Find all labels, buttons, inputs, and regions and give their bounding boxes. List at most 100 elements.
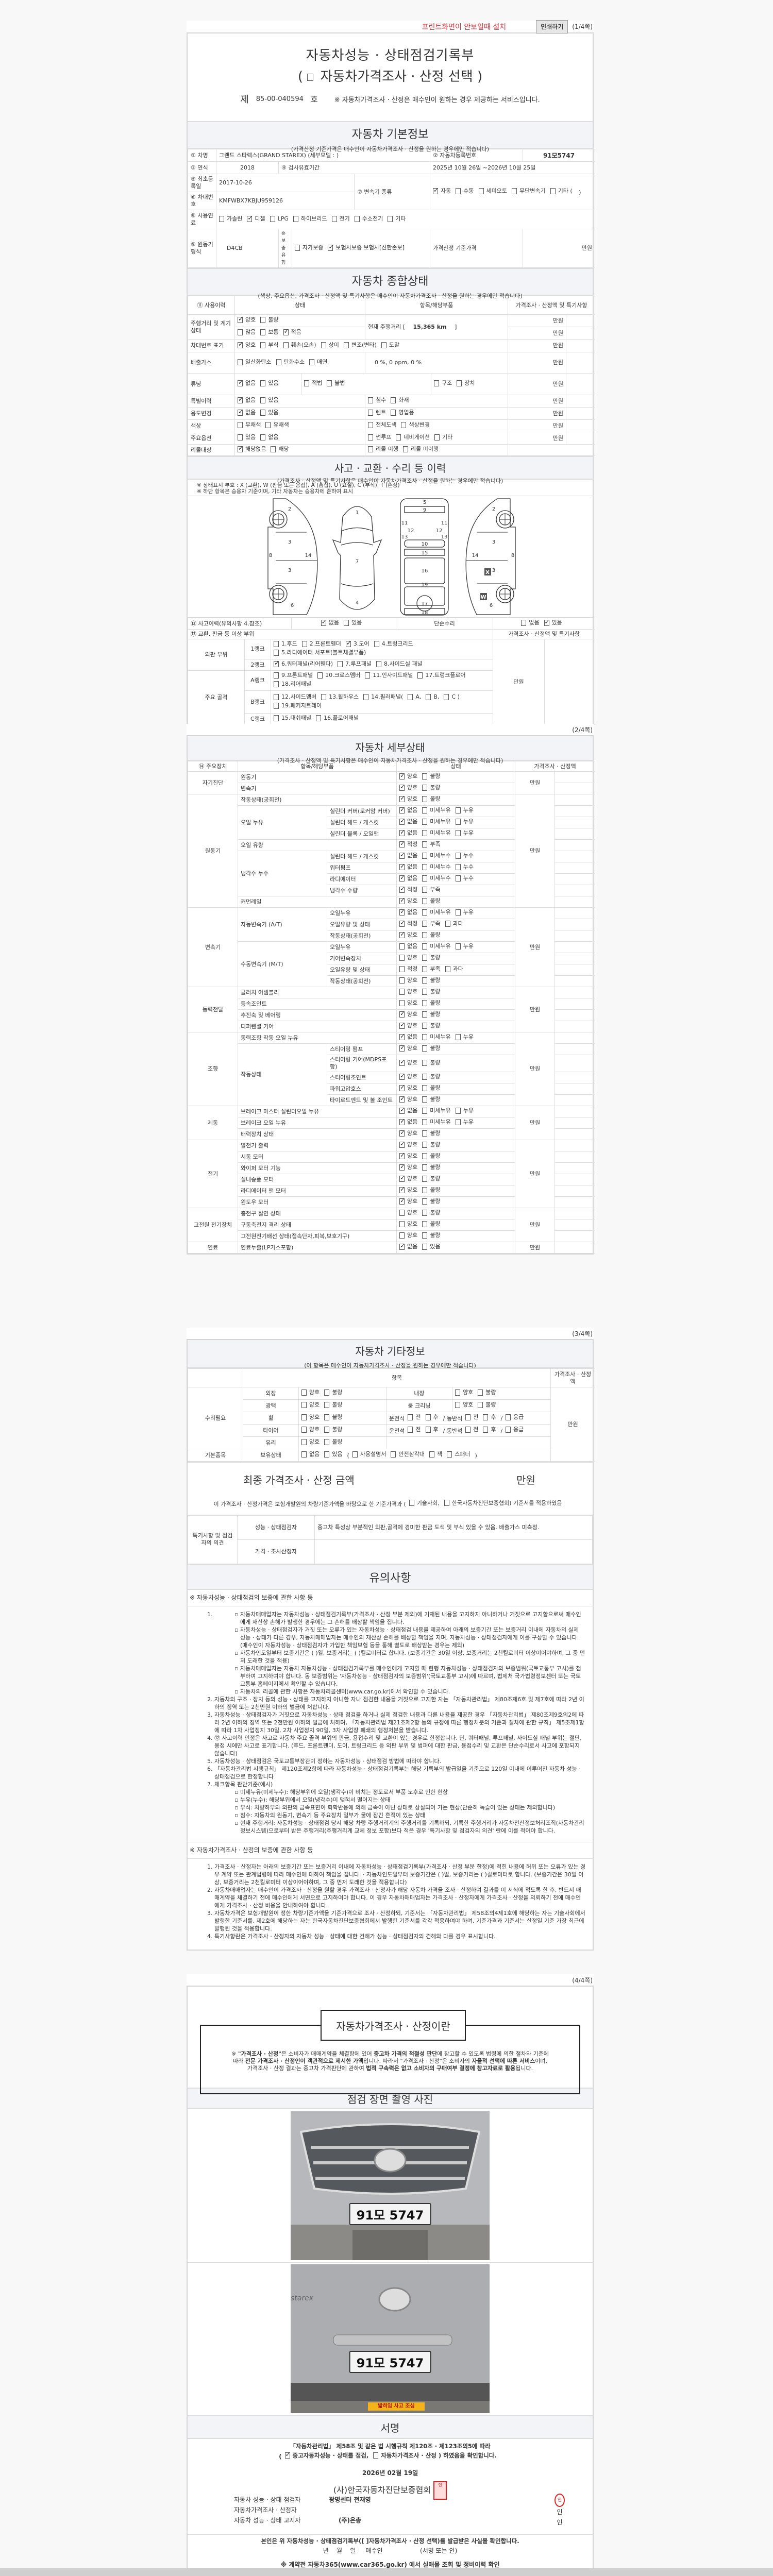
checkbox[interactable] [408, 1427, 413, 1433]
checkbox[interactable] [260, 410, 266, 416]
checkbox-option[interactable]: 적음 [283, 328, 301, 336]
checkbox[interactable] [324, 1402, 330, 1408]
checkbox-option[interactable]: 상이 [321, 342, 339, 349]
checkbox-option[interactable]: 1.후드 [274, 640, 297, 648]
checkbox[interactable] [391, 397, 396, 403]
checkbox-option[interactable]: 불량 [422, 1164, 441, 1171]
checkbox[interactable] [550, 188, 556, 194]
checkbox-option[interactable]: 불량 [422, 1011, 441, 1018]
checkbox[interactable] [422, 887, 428, 893]
checkbox-option[interactable]: 있음 [260, 397, 279, 404]
checkbox-option[interactable]: 양호 [399, 1129, 417, 1137]
checkbox[interactable] [408, 1414, 413, 1420]
checkbox[interactable] [399, 1232, 405, 1239]
checkbox-option[interactable]: 적정 [399, 919, 417, 927]
checkbox[interactable] [396, 434, 401, 440]
checkbox-option[interactable]: 훼손(오손) [283, 342, 316, 349]
checkbox[interactable] [483, 1427, 489, 1433]
checkbox[interactable] [422, 785, 428, 791]
checkbox-option[interactable]: 없음 [260, 434, 279, 441]
checkbox-option[interactable]: 양호 [301, 1426, 320, 1433]
checkbox-option[interactable]: 적정 [399, 965, 417, 973]
checkbox-option[interactable]: 양호 [399, 930, 417, 939]
checkbox[interactable] [455, 1034, 461, 1040]
checkbox-option[interactable]: 하이브리드 [293, 215, 327, 223]
checkbox-option[interactable]: 자가보증 [295, 244, 323, 251]
checkbox-option[interactable]: 침수 [368, 397, 386, 404]
checkbox[interactable] [422, 1130, 428, 1137]
checkbox-option[interactable]: 불량 [324, 1426, 343, 1433]
checkbox[interactable] [399, 862, 405, 870]
checkbox[interactable] [478, 1402, 483, 1408]
checkbox-option[interactable]: 없음 [399, 1106, 417, 1114]
checkbox[interactable] [238, 315, 243, 323]
checkbox-option[interactable]: 16.플로어패널 [315, 715, 359, 722]
checkbox[interactable] [301, 1414, 307, 1420]
checkbox[interactable] [422, 1000, 428, 1006]
checkbox-option[interactable]: 불량 [422, 1084, 441, 1092]
checkbox[interactable] [238, 341, 243, 348]
checkbox[interactable] [422, 1244, 428, 1250]
checkbox-option[interactable]: 없음 [301, 1451, 320, 1458]
checkbox-option[interactable]: 양호 [399, 954, 417, 961]
checkbox-option[interactable]: 불량 [324, 1389, 343, 1396]
checkbox-option[interactable]: 보험사보증 보험사[신한손보] [328, 243, 405, 251]
checkbox[interactable] [408, 693, 413, 700]
checkbox[interactable] [399, 1000, 405, 1006]
checkbox[interactable] [363, 693, 369, 700]
checkbox[interactable] [399, 1151, 405, 1159]
checkbox[interactable] [455, 830, 461, 836]
checkbox[interactable] [455, 943, 461, 950]
checkbox-option[interactable]: 기타 [388, 215, 406, 223]
checkbox-option[interactable]: 불량 [422, 1198, 441, 1205]
checkbox[interactable] [455, 864, 461, 870]
checkbox-option[interactable]: 없음 [399, 1032, 417, 1041]
checkbox[interactable] [399, 1140, 405, 1148]
checkbox[interactable] [422, 1221, 428, 1227]
checkbox-option[interactable]: 양호 [399, 1209, 417, 1216]
checkbox[interactable] [304, 380, 309, 386]
checkbox-option[interactable]: 전체도색 [368, 421, 396, 429]
checkbox[interactable] [422, 830, 428, 836]
checkbox-option[interactable]: 탄화수소 [276, 359, 305, 366]
checkbox-option[interactable]: 있음 [238, 434, 256, 441]
checkbox[interactable] [328, 243, 334, 251]
checkbox[interactable] [324, 1427, 330, 1433]
checkbox-option[interactable]: 없음 [399, 1117, 417, 1126]
checkbox[interactable] [324, 1414, 330, 1420]
checkbox-option[interactable]: 미세누유 [422, 807, 451, 814]
checkbox[interactable] [399, 772, 405, 779]
checkbox-option[interactable]: 양호 [399, 988, 417, 995]
checkbox[interactable] [447, 1451, 452, 1458]
checkbox[interactable] [260, 329, 266, 335]
checkbox[interactable] [422, 1108, 428, 1114]
checkbox-option[interactable]: 적정 [399, 840, 417, 848]
checkbox[interactable] [399, 955, 405, 961]
checkbox-option[interactable]: 누유 [455, 909, 474, 916]
checkbox[interactable] [368, 446, 373, 452]
checkbox-option[interactable]: 없음 [399, 1242, 417, 1250]
checkbox[interactable] [399, 1197, 405, 1205]
checkbox[interactable] [301, 1402, 307, 1408]
checkbox[interactable] [425, 1414, 431, 1420]
checkbox-option[interactable]: 양호 [238, 315, 256, 324]
checkbox-option[interactable]: 유채색 [265, 421, 289, 429]
checkbox[interactable] [238, 379, 243, 386]
checkbox-option[interactable]: 양호 [399, 999, 417, 1007]
checkbox-option[interactable]: 불량 [422, 1022, 441, 1029]
checkbox-option[interactable]: 양호 [238, 341, 256, 349]
checkbox[interactable] [399, 1129, 405, 1137]
checkbox-option[interactable]: 양호 [399, 1021, 417, 1029]
checkbox-option[interactable]: 없음 [238, 396, 256, 404]
checkbox[interactable] [455, 1402, 460, 1408]
checkbox[interactable] [352, 1451, 358, 1458]
checkbox-option[interactable]: 12.사이드멤버 [274, 693, 316, 701]
checkbox-option[interactable]: 양호 [399, 1163, 417, 1171]
checkbox[interactable] [283, 328, 289, 335]
checkbox[interactable] [274, 715, 279, 721]
checkbox[interactable] [399, 1174, 405, 1182]
checkbox-option[interactable]: 불량 [422, 1187, 441, 1194]
checkbox[interactable] [429, 1451, 435, 1458]
checkbox[interactable] [374, 641, 379, 647]
checkbox-option[interactable]: 부족 [422, 965, 441, 973]
